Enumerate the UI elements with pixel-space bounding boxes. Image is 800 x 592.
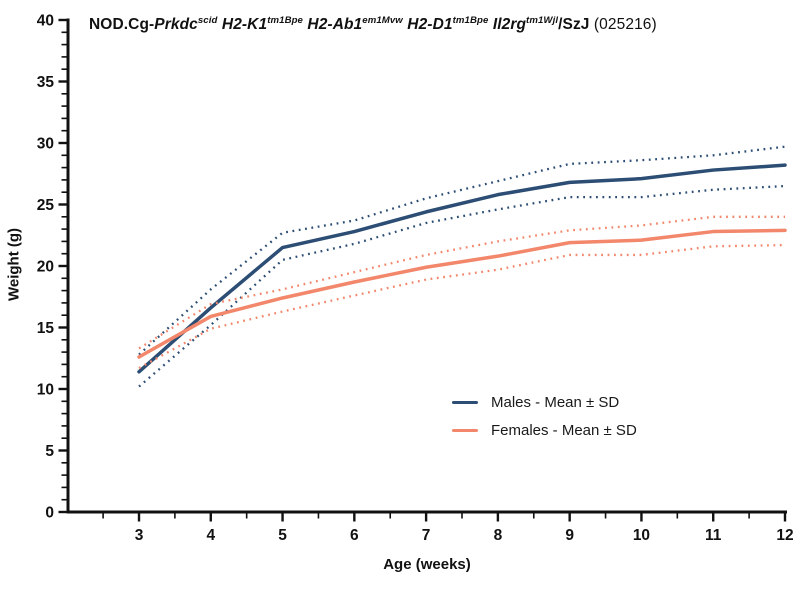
chart-title-segment: Il2rg <box>492 16 527 33</box>
legend-label-females: Females - Mean ± SD <box>491 422 637 439</box>
legend-label-males: Males - Mean ± SD <box>491 394 620 411</box>
chart-title-segment: H2-D1 <box>407 16 453 33</box>
chart-title-segment: scid <box>197 14 218 26</box>
males-line-swatch <box>452 400 478 405</box>
y-tick-label: 20 <box>37 259 54 276</box>
chart-title-segment: H2-Ab1 <box>307 16 363 33</box>
chart-title-segment: (025216) <box>589 16 657 33</box>
y-tick-label: 15 <box>37 320 55 337</box>
x-tick-label: 5 <box>278 527 287 544</box>
y-tick-label: 5 <box>45 443 54 460</box>
x-tick-label: 11 <box>705 527 722 544</box>
chart-title-segment: /SzJ <box>558 16 590 33</box>
legend: Males - Mean ± SD Females - Mean ± SD <box>452 392 637 448</box>
x-tick-label: 4 <box>206 527 215 544</box>
legend-item-females: Females - Mean ± SD <box>452 420 637 441</box>
chart-title-segment: H2-K1 <box>221 16 268 33</box>
x-tick-label: 8 <box>494 527 503 544</box>
x-tick-label: 10 <box>633 527 650 544</box>
x-tick-label: 12 <box>776 527 793 544</box>
y-tick-label: 0 <box>45 505 54 522</box>
chart-title-segment: tm1Wjl <box>526 14 559 26</box>
y-tick-label: 25 <box>37 197 55 214</box>
y-tick-label: 30 <box>37 136 54 153</box>
y-tick-label: 35 <box>37 74 55 91</box>
legend-item-males: Males - Mean ± SD <box>452 392 637 413</box>
chart-title-segment: tm1Bpe <box>452 14 489 26</box>
chart-title-segment: NOD.Cg- <box>89 16 155 33</box>
females-lower-sd-line <box>138 243 786 370</box>
males-mean-line <box>137 163 787 374</box>
x-tick-label: 9 <box>565 527 574 544</box>
females-line-swatch <box>452 428 478 433</box>
chart-title: NOD.Cg-Prkdcscid H2-K1tm1Bpe H2-Ab1em1Mv… <box>89 16 657 34</box>
x-axis-label: Age (weeks) <box>383 556 471 573</box>
x-tick-label: 6 <box>350 527 359 544</box>
females-mean-line <box>137 228 787 359</box>
x-tick-label: 7 <box>422 527 431 544</box>
y-tick-label: 10 <box>37 382 54 399</box>
males-upper-sd-line <box>138 145 786 356</box>
y-tick-label: 40 <box>37 13 54 30</box>
x-tick-label: 3 <box>135 527 144 544</box>
chart-title-segment: Prkdc <box>154 16 198 33</box>
chart-title-segment: em1Mvw <box>362 14 403 26</box>
females-upper-sd-line <box>138 215 785 350</box>
chart-title-segment: tm1Bpe <box>267 14 303 26</box>
y-axis-label: Weight (g) <box>5 227 23 302</box>
